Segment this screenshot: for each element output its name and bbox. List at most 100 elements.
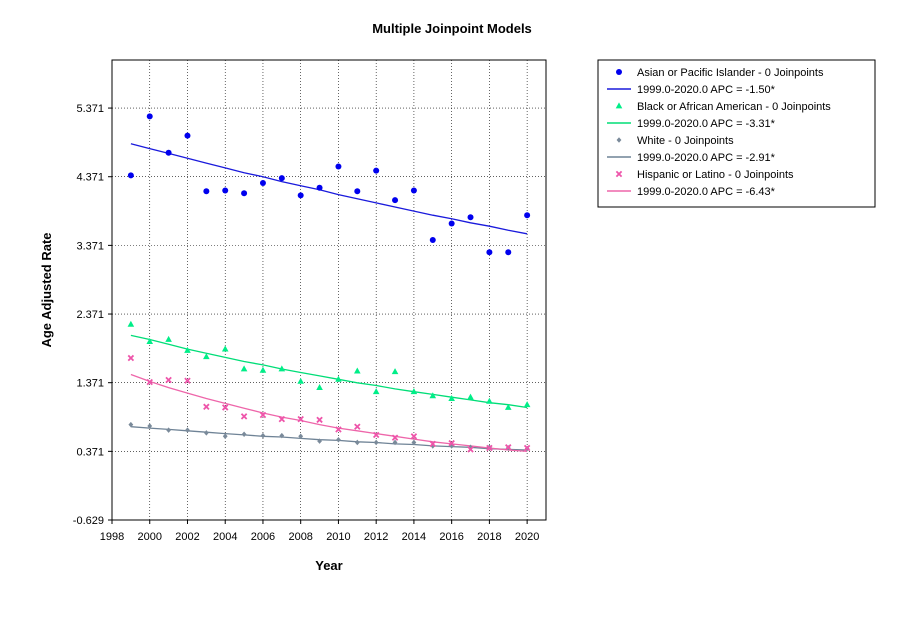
data-point-series-1 (448, 220, 455, 227)
x-axis-title: Year (315, 558, 342, 573)
legend-fit-label-series-4: 1999.0-2020.0 APC = -6.43* (637, 186, 776, 198)
data-point-series-4 (316, 416, 323, 424)
data-point-series-4 (203, 403, 210, 411)
data-point-series-1 (241, 190, 248, 197)
data-point-series-2 (372, 388, 380, 395)
data-point-series-2 (429, 392, 437, 399)
data-point-series-1 (127, 172, 134, 179)
x-tick-label: 2018 (477, 531, 501, 543)
data-point-series-3 (336, 436, 341, 443)
data-point-series-3 (203, 430, 209, 436)
data-point-series-1 (297, 192, 304, 199)
x-tick-label: 2004 (213, 531, 237, 543)
data-point-series-3 (166, 427, 172, 433)
data-point-series-1 (392, 197, 399, 204)
data-point-series-2 (297, 377, 304, 384)
legend-marker-series-4 (615, 170, 623, 178)
x-tick-label: 2014 (402, 531, 426, 543)
data-points (127, 113, 531, 453)
data-point-series-4 (467, 446, 474, 453)
legend-fit-label-series-2: 1999.0-2020.0 APC = -3.31* (637, 118, 776, 130)
legend-label-series-1: Asian or Pacific Islander - 0 Joinpoints (637, 67, 824, 79)
legend-frame (597, 59, 876, 208)
data-point-series-1 (278, 175, 285, 182)
data-point-series-2 (165, 335, 172, 342)
x-tick-label: 2012 (364, 531, 388, 543)
data-point-series-4 (278, 415, 286, 423)
legend-fit-label-series-1: 1999.0-2020.0 APC = -1.50* (637, 84, 776, 96)
data-point-series-2 (278, 365, 286, 372)
data-point-series-2 (146, 337, 154, 344)
y-axis-title: Age Adjusted Rate (39, 232, 54, 347)
fit-lines (130, 143, 528, 453)
fit-line-series-3 (130, 426, 528, 451)
data-point-series-3 (147, 423, 153, 429)
data-point-series-4 (410, 433, 418, 440)
data-point-series-4 (448, 439, 455, 447)
data-point-series-3 (317, 438, 322, 444)
data-point-series-1 (467, 214, 474, 221)
data-point-series-2 (523, 401, 531, 408)
data-point-series-3 (279, 432, 285, 439)
fit-line-series-1 (130, 143, 528, 235)
data-point-series-4 (240, 413, 248, 420)
data-point-series-2 (504, 403, 512, 410)
x-tick-label: 2000 (137, 531, 161, 543)
data-point-series-4 (221, 404, 229, 411)
data-point-series-4 (335, 426, 342, 433)
legend-marker-series-2 (615, 102, 623, 109)
data-point-series-4 (486, 444, 493, 452)
data-point-series-1 (524, 212, 531, 219)
data-point-series-2 (203, 353, 210, 360)
legend: Asian or Pacific Islander - 0 Joinpoints… (597, 59, 876, 208)
data-point-series-3 (128, 421, 134, 428)
chart-title: Multiple Joinpoint Models (372, 21, 532, 36)
plot-frame (111, 59, 547, 521)
data-point-series-3 (241, 431, 247, 438)
y-tick-label: 3.371 (76, 240, 104, 252)
data-point-series-3 (411, 439, 417, 446)
data-point-series-2 (316, 383, 323, 390)
data-point-series-2 (467, 393, 474, 400)
data-point-series-4 (259, 411, 267, 419)
data-point-series-2 (335, 375, 342, 382)
legend-label-series-4: Hispanic or Latino - 0 Joinpoints (637, 169, 794, 181)
data-point-series-2 (240, 365, 248, 372)
data-point-series-4 (429, 440, 437, 448)
axes: 1998 2000 2002 2004 2006 2008 2010 2012 2014 2016… (73, 103, 540, 543)
data-point-series-3 (185, 427, 190, 433)
data-point-series-2 (221, 345, 229, 352)
data-point-series-1 (184, 132, 191, 139)
legend-fit-label-series-3: 1999.0-2020.0 APC = -2.91* (637, 152, 776, 164)
data-point-series-3 (392, 439, 398, 446)
data-point-series-4 (523, 444, 531, 452)
data-point-series-2 (448, 394, 455, 401)
data-point-series-3 (354, 439, 360, 446)
y-tick-label: 4.371 (76, 172, 104, 184)
data-point-series-2 (127, 320, 135, 327)
data-point-series-3 (222, 433, 228, 440)
data-point-series-1 (335, 163, 342, 170)
data-point-series-2 (410, 388, 418, 395)
data-point-series-4 (391, 434, 399, 441)
y-tick-label: 1.371 (76, 378, 104, 390)
x-tick-label: 2020 (515, 531, 539, 543)
data-point-series-4 (354, 423, 361, 430)
data-point-series-4 (184, 377, 191, 384)
data-point-series-1 (429, 236, 436, 243)
legend-label-series-3: White - 0 Joinpoints (637, 135, 734, 147)
data-point-series-2 (354, 367, 361, 374)
data-point-series-1 (259, 179, 266, 186)
x-tick-label: 2006 (251, 531, 275, 543)
data-point-series-1 (410, 187, 417, 194)
data-point-series-3 (260, 432, 266, 439)
x-tick-label: 1998 (100, 531, 124, 543)
data-point-series-1 (505, 249, 512, 256)
fit-line-series-2 (130, 334, 528, 409)
legend-marker-series-1 (616, 69, 622, 75)
x-tick-label: 2002 (175, 531, 199, 543)
fit-line-series-4 (130, 373, 528, 453)
data-point-series-1 (203, 188, 210, 195)
data-point-series-3 (298, 433, 304, 440)
